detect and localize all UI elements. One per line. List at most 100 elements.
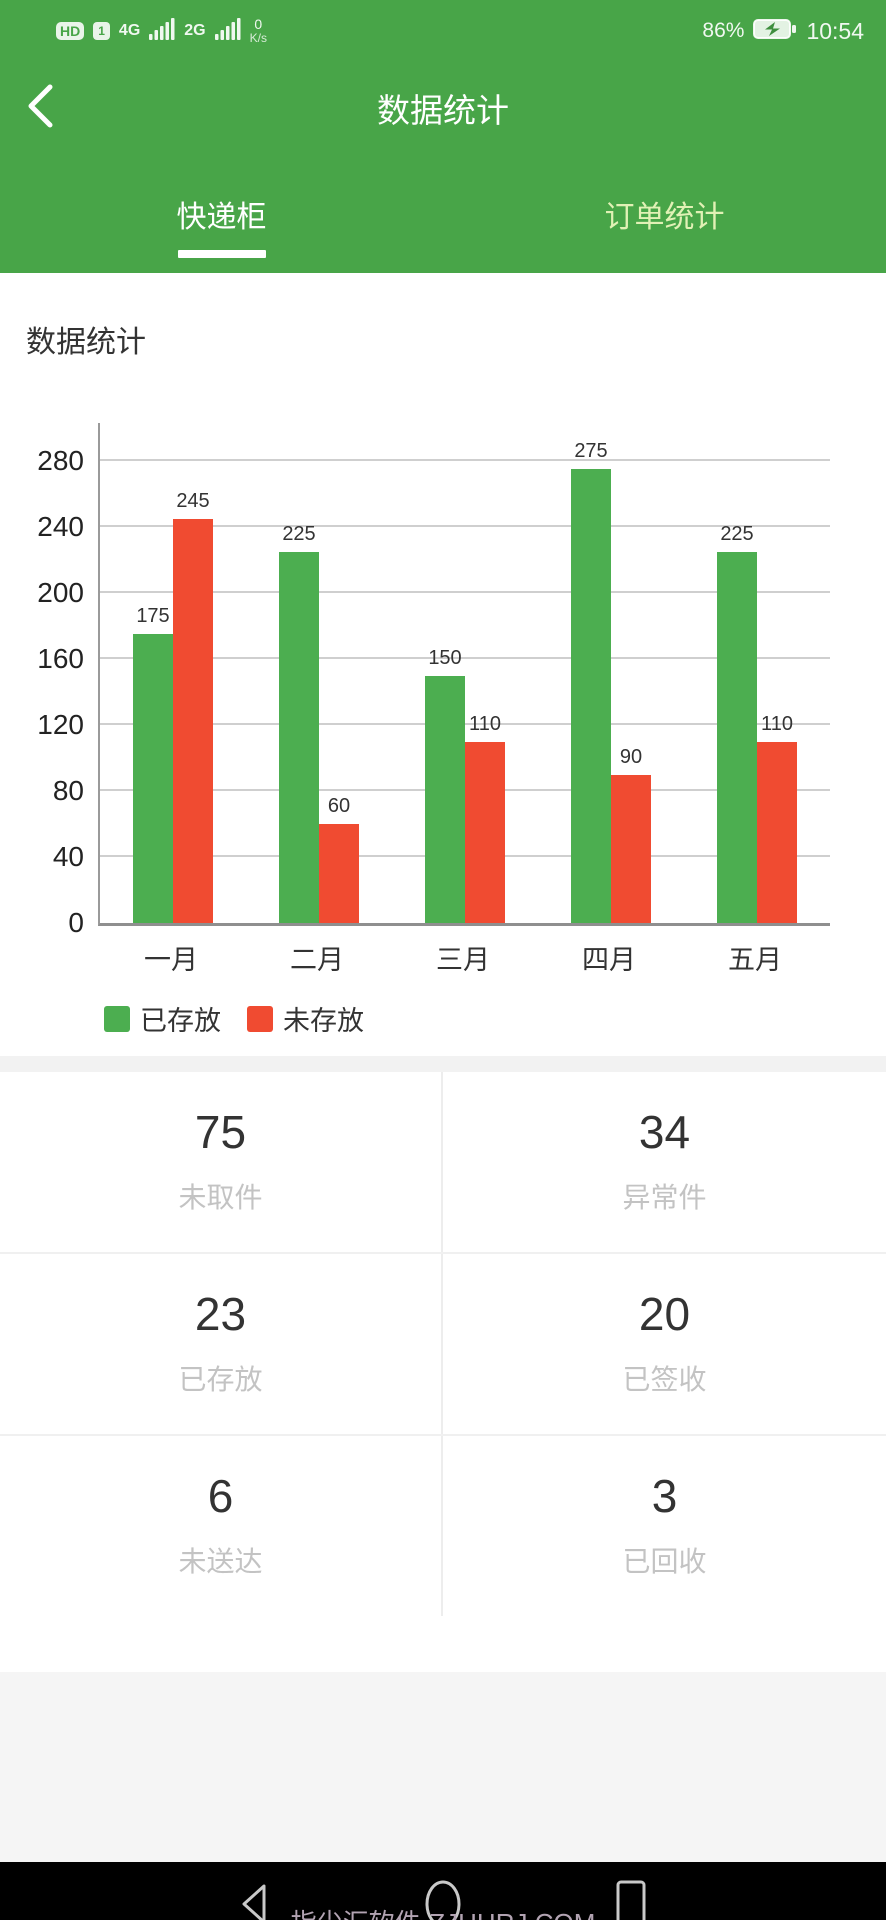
tab-cabinet[interactable]: 快递柜 [176,200,267,234]
bar-未存放 [611,774,651,923]
bar-wrap: 90 [611,746,651,923]
y-axis-tick: 160 [37,643,84,674]
tabs: 快递柜 订单统计 [0,154,886,273]
stats-grid: 75 未取件 34 异常件 23 已存放 20 已签收 6 未送达 [0,1072,886,1616]
bar-wrap: 175 [133,605,173,923]
back-chevron-icon [24,82,56,135]
status-bar: HD 1 4G 2G 0 K/s 86% [0,0,886,62]
bar-wrap: 110 [757,713,797,923]
x-axis-label: 三月 [436,945,490,975]
y-axis-tick: 200 [37,577,84,608]
battery-charging-icon [753,18,797,45]
stat-label: 已签收 [622,1364,707,1395]
stat-value: 3 [651,1470,678,1522]
bar-chart: 0 40 80 120 160 200 240 280 175 245 225 60 150 110 275… [0,423,886,1038]
signal-bars-icon [149,17,175,45]
y-axis-tick: 80 [52,775,84,806]
bar-group: 225 110 [684,423,830,923]
bar-wrap: 60 [319,795,359,923]
bar-value-label: 245 [176,489,210,512]
title-row: 数据统计 [0,62,886,154]
bar-group: 175 245 [100,423,246,923]
bar-value-label: 110 [469,712,501,735]
nav-home-icon[interactable] [421,1878,465,1920]
tab-order-stats[interactable]: 订单统计 [604,200,725,234]
chart-plot: 0 40 80 120 160 200 240 280 175 245 225 60 150 110 275… [37,423,830,938]
stats-row: 23 已存放 20 已签收 [0,1252,886,1434]
clock: 10:54 [806,17,864,44]
nav-recents-icon[interactable] [611,1879,651,1920]
x-axis-label: 一月 [144,945,198,975]
bar-wrap: 225 [717,523,757,923]
gridline [100,591,830,593]
x-axis-label: 四月 [582,945,636,975]
bar-已存放 [133,634,173,923]
bar-已存放 [571,469,611,923]
bar-value-label: 225 [720,522,754,545]
section-title: 数据统计 [26,326,146,359]
chart-legend: 已存放 未存放 [104,999,886,1038]
stat-cell-stored: 23 已存放 [0,1254,443,1434]
section-divider [0,1056,886,1072]
legend-swatch [247,1005,273,1032]
bar-value-label: 110 [761,712,793,735]
stats-row: 6 未送达 3 已回收 [0,1434,886,1616]
bar-wrap: 110 [465,713,505,923]
stat-cell-signed: 20 已签收 [443,1254,886,1434]
signal-bars-icon-2 [214,17,241,45]
y-axis-tick: 120 [37,709,84,740]
network-type-2: 2G [184,22,206,39]
gridline [100,723,830,725]
bar-未存放 [173,518,213,923]
bar-已存放 [717,551,757,923]
bar-value-label: 150 [428,646,462,669]
bar-已存放 [279,551,319,923]
network-type-1: 4G [118,22,141,39]
stat-label: 异常件 [622,1182,707,1213]
stat-value: 23 [194,1288,247,1340]
bar-wrap: 245 [173,490,213,923]
bar-value-label: 275 [574,440,608,463]
chart-x-labels: 一月 二月 三月 四月 五月 [98,926,828,977]
legend-label: 未存放 [283,1006,364,1036]
y-axis-tick: 280 [37,445,84,476]
gridline [100,657,830,659]
sim1-icon: 1 [93,22,110,40]
active-tab-underline [177,250,266,258]
y-axis-tick: 0 [68,907,84,938]
stat-cell-abnormal: 34 异常件 [443,1072,886,1252]
stat-cell-recycled: 3 已回收 [443,1436,886,1616]
x-axis-label: 二月 [290,945,344,975]
stat-label: 未取件 [178,1182,263,1213]
stat-cell-undelivered: 6 未送达 [0,1436,443,1616]
bar-wrap: 275 [571,440,611,923]
page-title: 数据统计 [377,92,509,129]
y-axis-tick: 40 [52,841,84,872]
bar-value-label: 60 [327,795,351,817]
bar-value-label: 225 [282,522,316,545]
bar-value-label: 175 [136,605,170,628]
network-speed: 0 K/s [249,16,267,46]
bar-已存放 [425,675,465,923]
bar-未存放 [757,741,797,923]
android-nav-bar: 指尖汇软件·ZJHHRJ.COM [0,1862,886,1920]
nav-back-icon[interactable] [235,1881,275,1920]
battery-percent: 86% [702,19,745,42]
legend-swatch [104,1005,130,1032]
status-left-group: HD 1 4G 2G 0 K/s [56,17,267,44]
bar-未存放 [465,741,505,923]
bar-未存放 [319,824,359,923]
back-button[interactable] [24,84,64,132]
bar-group: 150 110 [392,423,538,923]
stat-label: 已回收 [622,1546,707,1577]
stat-value: 20 [638,1288,691,1340]
x-axis-label: 五月 [728,945,782,975]
legend-item: 未存放 [247,999,364,1038]
stat-label: 未送达 [178,1546,263,1577]
bar-group: 225 60 [246,423,392,923]
status-right-group: 86% 10:54 [702,18,864,45]
footer-spacer [0,1672,886,1862]
stat-cell-pending-pickup: 75 未取件 [0,1072,443,1252]
legend-item: 已存放 [104,999,221,1038]
